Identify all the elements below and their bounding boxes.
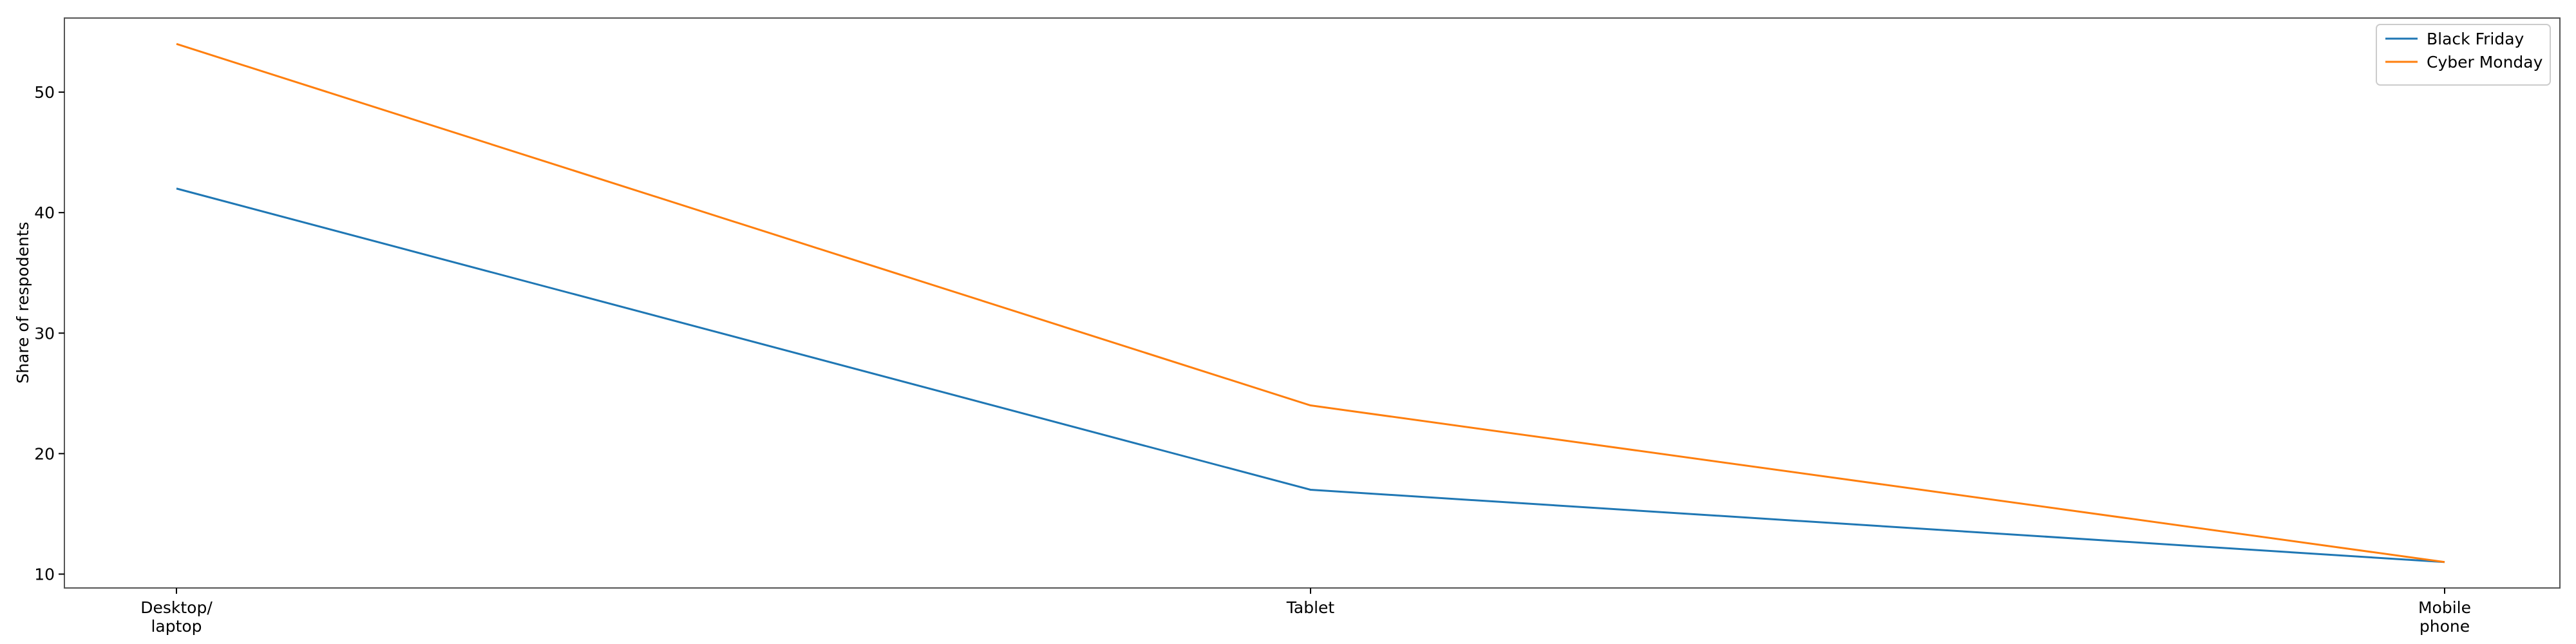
series-line-cyber-monday (176, 43, 2445, 564)
x-tick-label-line: Desktop/ (140, 598, 213, 617)
axis-ticks: 10 20 30 40 50 Desktop/laptop Tablet Mobile phon… (34, 83, 2471, 636)
x-tick-label-line: Mobile (2418, 598, 2471, 617)
legend-box (2376, 24, 2551, 86)
y-tick-label: 20 (34, 444, 55, 463)
series-line-black-friday (176, 187, 2445, 564)
y-axis-label: Share of respodents (14, 222, 32, 383)
plot-area (64, 17, 2561, 589)
series-lines (176, 43, 2445, 564)
legend: Black Friday Cyber Monday (2376, 24, 2551, 86)
x-tick-label: Desktop/laptop (140, 598, 213, 636)
x-tick-label: Mobile phone (2418, 598, 2471, 636)
legend-label: Black Friday (2427, 30, 2524, 48)
y-tick-label: 40 (34, 204, 55, 222)
x-tick-label-line: phone (2420, 617, 2470, 636)
x-tick-label: Tablet (1286, 598, 1335, 617)
legend-label: Cyber Monday (2427, 53, 2543, 71)
x-tick-label-line: laptop (151, 617, 202, 636)
y-tick-label: 30 (34, 324, 55, 343)
x-tick-label-line: Tablet (1286, 598, 1335, 617)
y-tick-label: 10 (34, 565, 55, 583)
y-tick-label: 50 (34, 83, 55, 102)
